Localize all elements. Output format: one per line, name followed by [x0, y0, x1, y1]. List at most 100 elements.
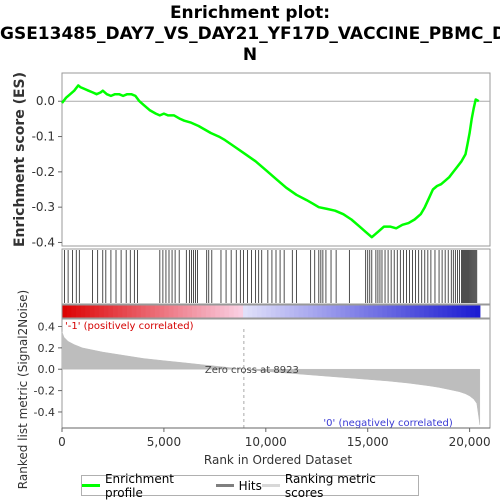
heat-segment: [414, 305, 421, 318]
heat-segment: [465, 305, 472, 318]
heat-segment: [126, 305, 133, 318]
es-panel: 0.0 -0.1 -0.2 -0.3 -0.4 Enrichment score (ES): [12, 72, 491, 249]
heat-segment: [410, 305, 416, 318]
negative-correlation-label: '0' (negatively correlated): [323, 418, 452, 429]
heat-segment: [145, 305, 151, 318]
heat-segment: [159, 305, 165, 318]
x-axis: 0 5,000 10,000 15,000 20,000 Rank in Ordered …: [58, 427, 491, 467]
heat-segment: [103, 305, 110, 318]
heat-segment: [136, 305, 142, 318]
heat-segment: [433, 305, 439, 318]
heat-segment: [442, 305, 448, 318]
heat-segment: [224, 305, 230, 318]
title-line-2: GSE13485_DAY7_VS_DAY21_YF17D_VACCINE_PBM…: [0, 24, 500, 44]
heat-segment: [256, 305, 263, 318]
heat-segment: [219, 305, 226, 318]
legend-swatch-enrichment: [82, 484, 100, 487]
heat-segment: [405, 305, 411, 318]
heat-segment: [391, 305, 397, 318]
heat-segment: [377, 305, 383, 318]
heat-segment: [280, 305, 286, 318]
heat-segment: [238, 305, 244, 318]
heat-segment: [182, 305, 188, 318]
heat-segment: [382, 305, 388, 318]
es-y-tick-label: -0.3: [32, 200, 55, 214]
chart-legend: Enrichment profile Hits Ranking metric s…: [81, 472, 419, 500]
heat-segment: [191, 305, 198, 318]
heat-segment: [215, 305, 221, 318]
heat-segment: [71, 305, 77, 318]
metric-y-tick-label: 0.4: [38, 320, 56, 333]
heat-segment: [359, 305, 365, 318]
heat-segment: [113, 305, 119, 318]
x-tick-label: 10,000: [245, 435, 287, 449]
heat-segment: [187, 305, 193, 318]
metric-y-tick-label: 0.2: [38, 342, 56, 355]
heat-segment: [335, 305, 342, 318]
heat-segment: [368, 305, 374, 318]
x-tick-label: 5,000: [147, 435, 181, 449]
heat-segment: [475, 305, 481, 318]
rank-heatmap-bar: [61, 304, 491, 319]
heat-segment: [317, 305, 323, 318]
heat-segment: [62, 305, 68, 318]
heat-segment: [396, 305, 402, 318]
heat-segment: [312, 305, 318, 318]
heat-segment: [201, 305, 207, 318]
heat-segment: [470, 305, 476, 318]
heat-segment: [99, 305, 105, 318]
x-tick-label: 0: [58, 435, 66, 449]
heat-segment: [354, 305, 360, 318]
es-y-tick-label: -0.4: [32, 235, 55, 249]
heat-segment: [122, 305, 128, 318]
heat-frame: [61, 304, 491, 319]
heat-segment: [210, 305, 216, 318]
metric-y-tick-label: 0.0: [38, 363, 56, 376]
metric-panel: 0.4 0.2 0.0 -0.2 -0.4 '-1' (positively correl…: [16, 290, 491, 489]
legend-label-hits: Hits: [238, 478, 262, 493]
heat-segment: [89, 305, 96, 318]
heat-segment: [345, 305, 351, 318]
heat-segment: [94, 305, 100, 318]
legend-label-ranking: Ranking metric scores: [284, 471, 376, 500]
heat-segment: [80, 305, 86, 318]
heat-segment: [196, 305, 202, 318]
es-y-axis-label: Enrichment score (ES): [12, 72, 28, 247]
heat-segment: [294, 305, 300, 318]
heat-segment: [168, 305, 175, 318]
heat-segment: [447, 305, 453, 318]
es-frame: [61, 72, 491, 247]
chart-title: Enrichment plot: GSE13485_DAY7_VS_DAY21_…: [0, 3, 500, 66]
heat-segment: [252, 305, 258, 318]
x-tick-label: 15,000: [347, 435, 389, 449]
legend-swatch-ranking: [261, 484, 280, 487]
heat-segment: [75, 305, 82, 318]
heat-segment: [66, 305, 72, 318]
heat-segment: [321, 305, 328, 318]
heat-segment: [150, 305, 156, 318]
heat-segment: [326, 305, 332, 318]
heat-segment: [284, 305, 291, 318]
heat-segment: [438, 305, 444, 318]
x-tick-label: 20,000: [449, 435, 491, 449]
legend-item-enrichment: Enrichment profile: [82, 472, 216, 500]
heat-segment: [173, 305, 179, 318]
heat-segment: [400, 305, 407, 318]
heat-segment: [373, 305, 379, 318]
heat-segment: [298, 305, 305, 318]
heat-segment: [424, 305, 430, 318]
heat-segment: [386, 305, 393, 318]
legend-swatch-hits: [215, 484, 234, 487]
heat-segment: [456, 305, 462, 318]
legend-label-enrichment: Enrichment profile: [104, 471, 175, 500]
title-line-1: Enrichment plot:: [169, 3, 331, 23]
heat-segment: [428, 305, 434, 318]
heat-segment: [270, 305, 277, 318]
zero-cross-label: Zero cross at 8923: [205, 365, 299, 376]
heat-segment: [275, 305, 281, 318]
metric-y-tick-label: -0.4: [34, 406, 55, 419]
heat-segment: [247, 305, 253, 318]
heat-segment: [331, 305, 337, 318]
heat-segment: [205, 305, 212, 318]
